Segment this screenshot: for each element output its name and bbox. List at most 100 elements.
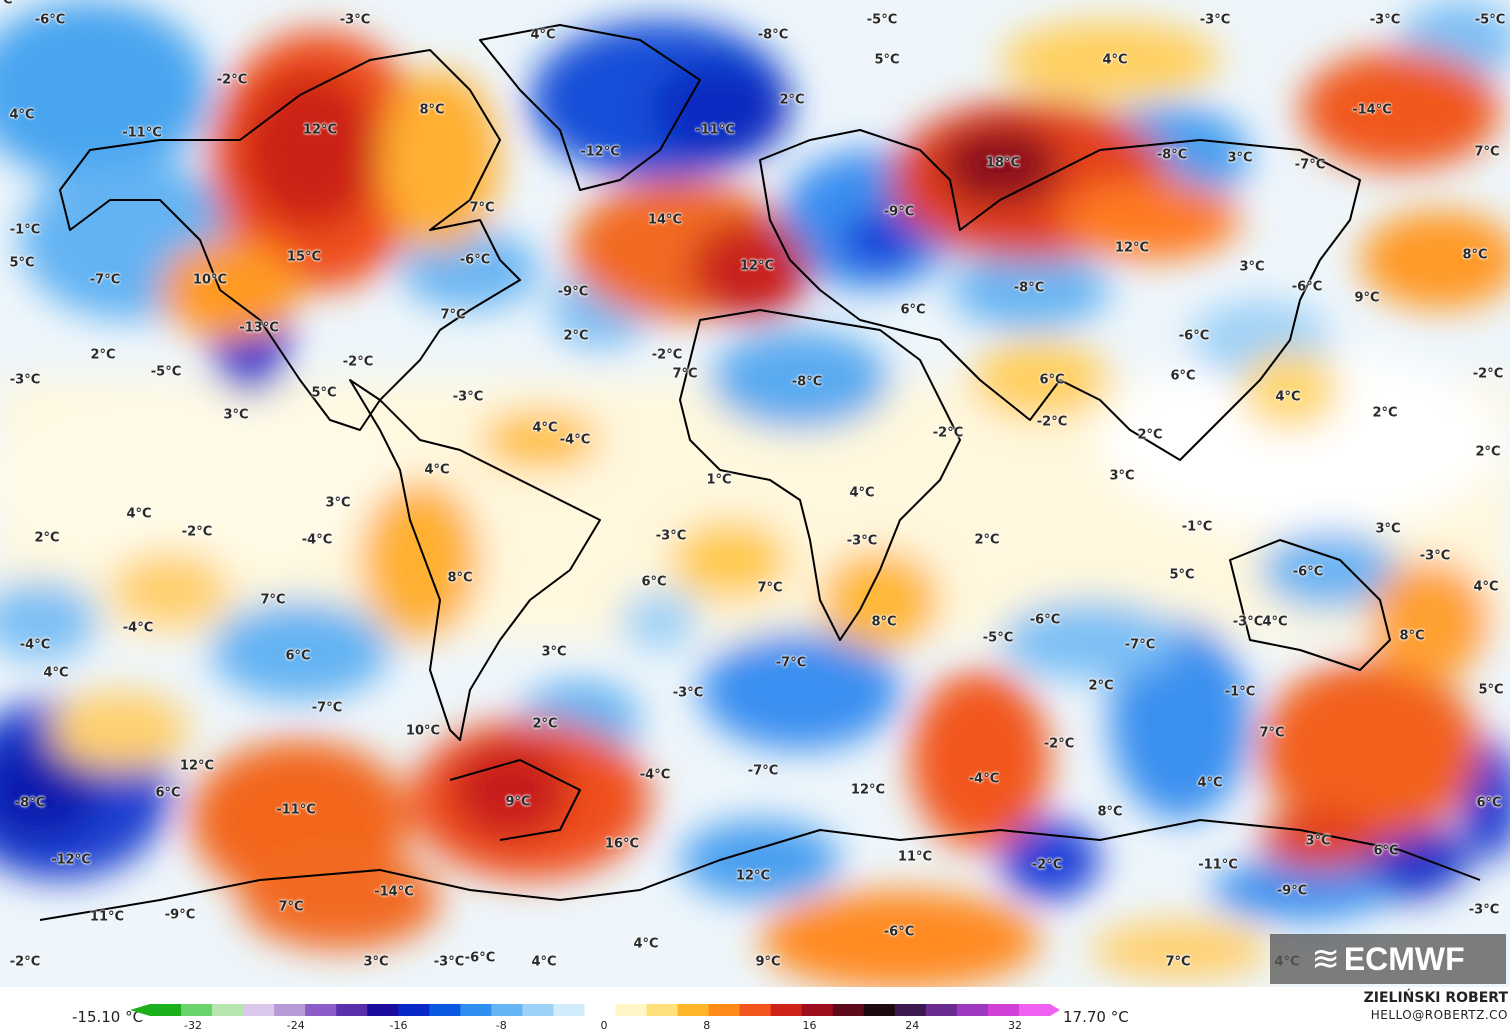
temperature-label: -2°C bbox=[9, 954, 41, 970]
ecmwf-logo-icon: ≋ bbox=[1311, 939, 1340, 979]
colorbar-segment bbox=[429, 1004, 461, 1016]
temperature-label: 4°C bbox=[1275, 389, 1301, 405]
temperature-label: -9°C bbox=[1276, 883, 1308, 899]
temperature-label: -2°C bbox=[1031, 857, 1063, 873]
temperature-label: 3°C bbox=[541, 644, 567, 660]
temperature-label: -2°C bbox=[216, 72, 248, 88]
colorbar bbox=[130, 1004, 1060, 1016]
temperature-label: 6°C bbox=[1039, 372, 1065, 388]
colorbar-segment bbox=[956, 1004, 989, 1016]
temperature-label: -14°C bbox=[1352, 102, 1392, 118]
temperature-label: 7°C bbox=[1474, 144, 1500, 160]
temperature-label: -4°C bbox=[122, 620, 154, 636]
temperature-label: 4°C bbox=[1473, 579, 1499, 595]
temperature-label: -7°C bbox=[311, 700, 343, 716]
temperature-label: 12°C bbox=[739, 258, 775, 274]
temperature-label: -4°C bbox=[639, 767, 671, 783]
temperature-label: 7°C bbox=[0, 0, 13, 8]
temperature-label: 6°C bbox=[1373, 843, 1399, 859]
colorbar-segment bbox=[150, 1004, 182, 1016]
temperature-label: -11°C bbox=[1198, 857, 1238, 873]
colorbar-tick-label: 16 bbox=[802, 1019, 817, 1032]
temperature-label: -5°C bbox=[866, 12, 898, 28]
temperature-label: -6°C bbox=[1292, 564, 1324, 580]
author-email: HELLO@ROBERTZ.CO bbox=[1370, 1008, 1508, 1022]
temperature-label: 7°C bbox=[278, 899, 304, 915]
temperature-label: 5°C bbox=[1478, 682, 1504, 698]
temperature-label: 8°C bbox=[1097, 804, 1123, 820]
temperature-label: -12°C bbox=[580, 144, 620, 160]
temperature-label: -5°C bbox=[982, 630, 1014, 646]
temperature-label: -5°C bbox=[1474, 12, 1506, 28]
temperature-label: 5°C bbox=[9, 255, 35, 271]
temperature-label: -6°C bbox=[464, 950, 496, 966]
colorbar-segment bbox=[739, 1004, 772, 1016]
temperature-label: 2°C bbox=[1372, 405, 1398, 421]
colorbar-segment bbox=[894, 1004, 927, 1016]
temperature-label: -4°C bbox=[301, 532, 333, 548]
temperature-label: 4°C bbox=[43, 665, 69, 681]
temperature-label: 4°C bbox=[1102, 52, 1128, 68]
temperature-label: 9°C bbox=[755, 954, 781, 970]
temperature-label: 7°C bbox=[1259, 725, 1285, 741]
temperature-label: 12°C bbox=[302, 122, 338, 138]
temperature-label: -1°C bbox=[1224, 684, 1256, 700]
temperature-label: 6°C bbox=[155, 785, 181, 801]
map-field bbox=[0, 0, 1510, 987]
temperature-label: 6°C bbox=[285, 648, 311, 664]
temperature-label: 4°C bbox=[530, 27, 556, 43]
temperature-label: 18°C bbox=[985, 155, 1021, 171]
temperature-label: -3°C bbox=[672, 685, 704, 701]
ecmwf-logo: ≋ ECMWF bbox=[1270, 934, 1506, 984]
temperature-label: 16°C bbox=[604, 836, 640, 852]
temperature-label: -3°C bbox=[339, 12, 371, 28]
colorbar-tick-label: 32 bbox=[1008, 1019, 1022, 1032]
colorbar-segment bbox=[708, 1004, 741, 1016]
temperature-label: 7°C bbox=[260, 592, 286, 608]
temperature-label: 2°C bbox=[779, 92, 805, 108]
temperature-label: 2°C bbox=[90, 347, 116, 363]
legend-max-value: 17.70 °C bbox=[1063, 1008, 1129, 1026]
temperature-label: 4°C bbox=[9, 107, 35, 123]
temperature-label: -6°C bbox=[459, 252, 491, 268]
temperature-label: 4°C bbox=[849, 485, 875, 501]
colorbar-segment bbox=[367, 1004, 399, 1016]
colorbar-segment bbox=[181, 1004, 213, 1016]
temperature-label: -2°C bbox=[342, 354, 374, 370]
temperature-label: 9°C bbox=[505, 794, 531, 810]
colorbar-segment bbox=[398, 1004, 430, 1016]
temperature-label: 6°C bbox=[900, 302, 926, 318]
temperature-label: 7°C bbox=[469, 200, 495, 216]
temperature-label: -3°C bbox=[1232, 614, 1264, 630]
temperature-label: -8°C bbox=[1013, 280, 1045, 296]
temperature-label: 12°C bbox=[735, 868, 771, 884]
temperature-label: 1°C bbox=[706, 472, 732, 488]
temperature-label: -7°C bbox=[89, 272, 121, 288]
temperature-label: 14°C bbox=[647, 212, 683, 228]
temperature-label: 2°C bbox=[974, 532, 1000, 548]
colorbar-segment bbox=[646, 1004, 679, 1016]
temperature-label: -3°C bbox=[1419, 548, 1451, 564]
temperature-label: 3°C bbox=[325, 495, 351, 511]
temperature-label: -2°C bbox=[1036, 414, 1068, 430]
temperature-label: 2°C bbox=[563, 328, 589, 344]
temperature-label: -7°C bbox=[1124, 637, 1156, 653]
temperature-label: 8°C bbox=[447, 570, 473, 586]
temperature-label: -8°C bbox=[791, 374, 823, 390]
colorbar-segment bbox=[491, 1004, 523, 1016]
temperature-label: 3°C bbox=[223, 407, 249, 423]
temperature-label: -3°C bbox=[1369, 12, 1401, 28]
temperature-anomaly-map: -6°C -3°C 4°C -8°C -5°C -3°C -3°C -5°C -2°C 5°C 4°… bbox=[0, 0, 1510, 987]
temperature-label: -3°C bbox=[655, 528, 687, 544]
temperature-label: -3°C bbox=[1468, 902, 1500, 918]
colorbar-segment bbox=[212, 1004, 244, 1016]
temperature-label: -11°C bbox=[695, 122, 735, 138]
colorbar-segment bbox=[677, 1004, 710, 1016]
temperature-label: 4°C bbox=[126, 506, 152, 522]
temperature-label: 6°C bbox=[1170, 368, 1196, 384]
temperature-label: 2°C bbox=[1088, 678, 1114, 694]
colorbar-tick-label: -24 bbox=[286, 1019, 305, 1032]
temperature-label: 3°C bbox=[1239, 259, 1265, 275]
temperature-label: -12°C bbox=[51, 852, 91, 868]
temperature-label: -7°C bbox=[747, 763, 779, 779]
